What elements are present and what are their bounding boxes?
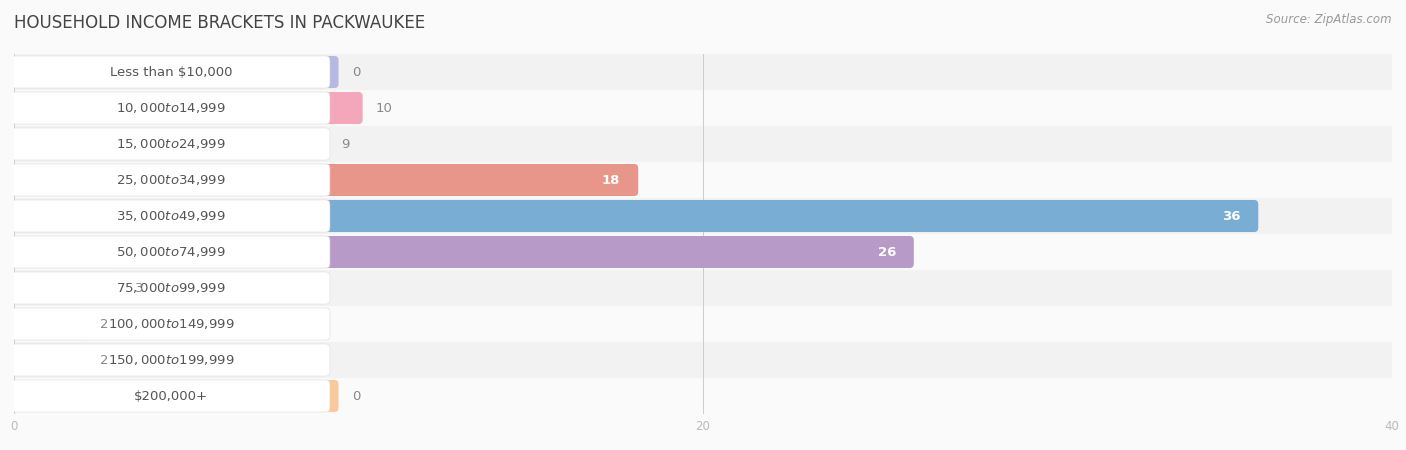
Bar — [14, 306, 1392, 342]
Text: 0: 0 — [352, 66, 360, 78]
FancyBboxPatch shape — [10, 308, 87, 340]
Text: $150,000 to $199,999: $150,000 to $199,999 — [107, 353, 233, 367]
Bar — [14, 270, 1392, 306]
Text: $50,000 to $74,999: $50,000 to $74,999 — [115, 245, 225, 259]
Text: $200,000+: $200,000+ — [134, 390, 208, 402]
FancyBboxPatch shape — [10, 128, 328, 160]
Bar — [14, 126, 1392, 162]
Text: HOUSEHOLD INCOME BRACKETS IN PACKWAUKEE: HOUSEHOLD INCOME BRACKETS IN PACKWAUKEE — [14, 14, 425, 32]
FancyBboxPatch shape — [10, 344, 87, 376]
Bar — [14, 234, 1392, 270]
Bar — [14, 162, 1392, 198]
FancyBboxPatch shape — [10, 200, 1258, 232]
Text: $15,000 to $24,999: $15,000 to $24,999 — [115, 137, 225, 151]
Text: Source: ZipAtlas.com: Source: ZipAtlas.com — [1267, 14, 1392, 27]
Text: $10,000 to $14,999: $10,000 to $14,999 — [115, 101, 225, 115]
FancyBboxPatch shape — [11, 128, 330, 160]
FancyBboxPatch shape — [10, 272, 121, 304]
Text: $100,000 to $149,999: $100,000 to $149,999 — [107, 317, 233, 331]
Text: 36: 36 — [1222, 210, 1240, 222]
Text: 18: 18 — [602, 174, 620, 186]
FancyBboxPatch shape — [11, 200, 330, 232]
Text: 10: 10 — [375, 102, 392, 114]
FancyBboxPatch shape — [11, 236, 330, 268]
FancyBboxPatch shape — [11, 164, 330, 196]
Bar — [14, 342, 1392, 378]
Text: 26: 26 — [877, 246, 896, 258]
Text: 3: 3 — [135, 282, 143, 294]
FancyBboxPatch shape — [10, 56, 339, 88]
Bar — [14, 198, 1392, 234]
Text: $25,000 to $34,999: $25,000 to $34,999 — [115, 173, 225, 187]
Text: 9: 9 — [342, 138, 350, 150]
FancyBboxPatch shape — [11, 92, 330, 124]
FancyBboxPatch shape — [10, 236, 914, 268]
Text: 0: 0 — [352, 390, 360, 402]
Text: 2: 2 — [100, 318, 108, 330]
Text: $75,000 to $99,999: $75,000 to $99,999 — [115, 281, 225, 295]
Bar — [14, 54, 1392, 90]
Bar — [14, 90, 1392, 126]
FancyBboxPatch shape — [10, 92, 363, 124]
FancyBboxPatch shape — [11, 344, 330, 376]
FancyBboxPatch shape — [10, 164, 638, 196]
Bar — [14, 378, 1392, 414]
Text: $35,000 to $49,999: $35,000 to $49,999 — [115, 209, 225, 223]
FancyBboxPatch shape — [10, 380, 339, 412]
FancyBboxPatch shape — [11, 308, 330, 340]
FancyBboxPatch shape — [11, 272, 330, 304]
FancyBboxPatch shape — [11, 380, 330, 412]
Text: 2: 2 — [100, 354, 108, 366]
FancyBboxPatch shape — [11, 56, 330, 88]
Text: Less than $10,000: Less than $10,000 — [110, 66, 232, 78]
